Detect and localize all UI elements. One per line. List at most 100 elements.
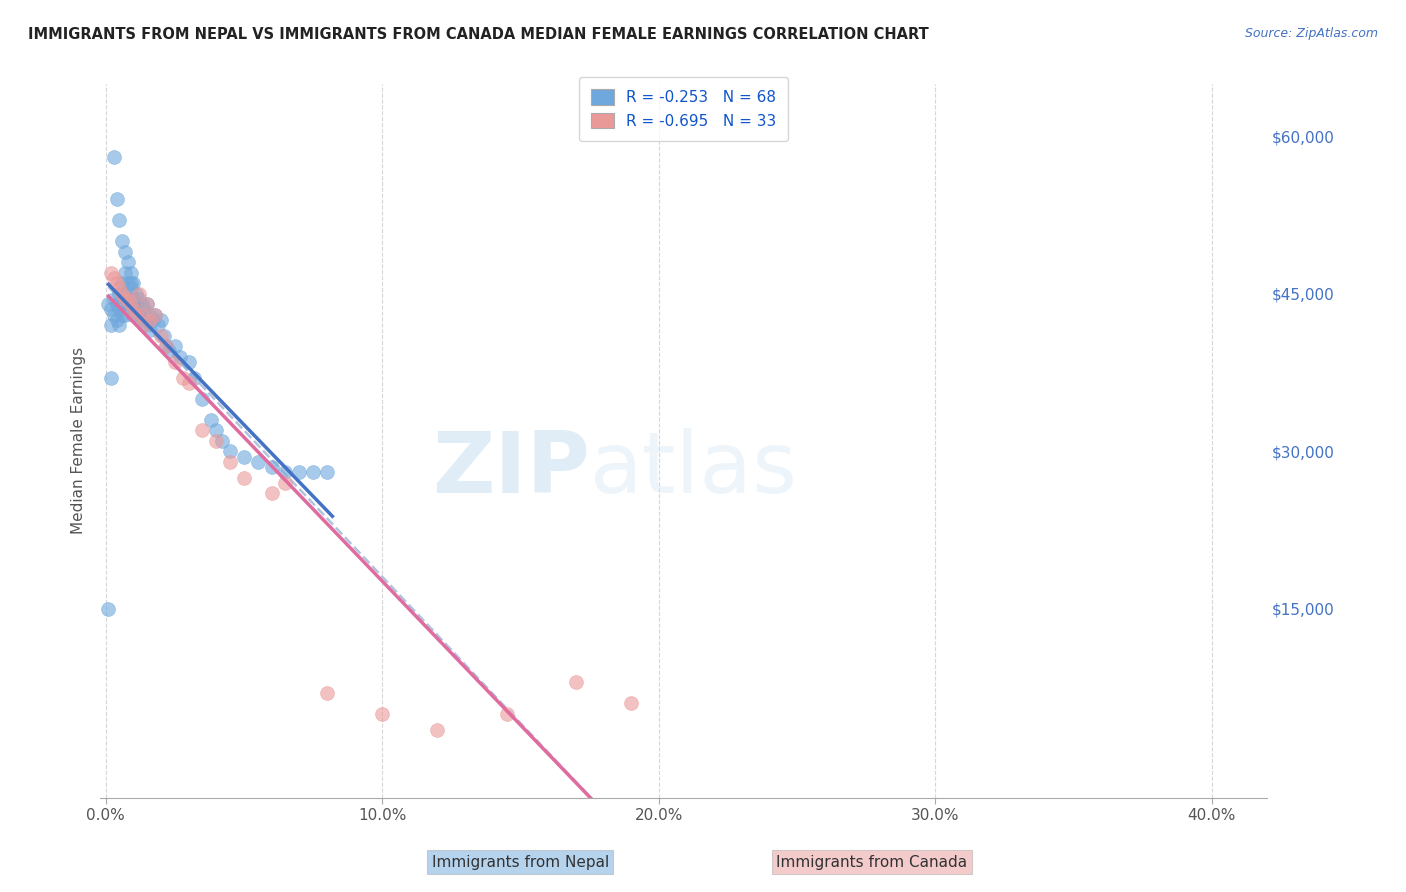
Point: [191, 392, 214, 406]
Point: [105, 313, 128, 327]
Point: [155, 339, 177, 353]
Point: [120, 297, 142, 311]
Point: [122, 308, 145, 322]
Point: [131, 308, 153, 322]
Point: [105, 297, 128, 311]
Point: [114, 266, 136, 280]
Point: [145, 308, 167, 322]
Point: [100, 318, 122, 333]
Point: [134, 302, 156, 317]
Point: [103, 292, 125, 306]
Point: [108, 318, 131, 333]
Point: [149, 313, 172, 327]
Point: [139, 308, 162, 322]
Point: [134, 318, 156, 333]
Point: [157, 344, 180, 359]
Point: [125, 308, 148, 322]
Point: [122, 292, 145, 306]
Point: [315, 466, 337, 480]
Point: [131, 313, 153, 327]
Point: [495, 706, 517, 721]
Point: [131, 297, 153, 311]
Point: [302, 466, 325, 480]
Point: [100, 302, 122, 317]
Point: [139, 323, 162, 337]
Text: Immigrants from Nepal: Immigrants from Nepal: [432, 855, 609, 870]
Point: [128, 308, 150, 322]
Point: [108, 213, 131, 227]
Point: [426, 723, 449, 737]
Point: [163, 339, 186, 353]
Point: [274, 466, 297, 480]
Point: [117, 297, 139, 311]
Point: [205, 423, 228, 437]
Point: [149, 328, 172, 343]
Point: [136, 313, 159, 327]
Y-axis label: Median Female Earnings: Median Female Earnings: [72, 347, 86, 534]
Point: [114, 308, 136, 322]
Point: [177, 355, 200, 369]
Point: [139, 313, 162, 327]
Point: [103, 150, 125, 164]
Point: [111, 276, 134, 290]
Point: [315, 686, 337, 700]
Point: [103, 271, 125, 285]
Point: [97, 297, 120, 311]
Point: [274, 475, 297, 490]
Point: [371, 706, 394, 721]
Point: [105, 192, 128, 206]
Point: [114, 244, 136, 259]
Point: [155, 339, 177, 353]
Text: ZIP: ZIP: [433, 428, 591, 511]
Point: [564, 675, 586, 690]
Point: [260, 486, 283, 500]
Point: [120, 266, 142, 280]
Point: [232, 470, 254, 484]
Point: [200, 413, 222, 427]
Point: [117, 276, 139, 290]
Point: [100, 370, 122, 384]
Point: [105, 276, 128, 290]
Point: [108, 302, 131, 317]
Point: [620, 697, 643, 711]
Point: [111, 297, 134, 311]
Point: [122, 276, 145, 290]
Point: [148, 318, 170, 333]
Point: [117, 255, 139, 269]
Point: [288, 466, 311, 480]
Point: [232, 450, 254, 464]
Point: [219, 455, 242, 469]
Point: [100, 266, 122, 280]
Point: [128, 292, 150, 306]
Point: [103, 308, 125, 322]
Point: [108, 286, 131, 301]
Point: [211, 434, 233, 448]
Text: Source: ZipAtlas.com: Source: ZipAtlas.com: [1244, 27, 1378, 40]
Point: [125, 286, 148, 301]
Text: IMMIGRANTS FROM NEPAL VS IMMIGRANTS FROM CANADA MEDIAN FEMALE EARNINGS CORRELATI: IMMIGRANTS FROM NEPAL VS IMMIGRANTS FROM…: [28, 27, 929, 42]
Point: [152, 328, 174, 343]
Point: [120, 276, 142, 290]
Point: [172, 370, 194, 384]
Point: [177, 376, 200, 390]
Point: [260, 460, 283, 475]
Point: [120, 281, 142, 295]
Point: [111, 286, 134, 301]
Legend: R = -0.253   N = 68, R = -0.695   N = 33: R = -0.253 N = 68, R = -0.695 N = 33: [579, 77, 789, 141]
Point: [97, 602, 120, 616]
Point: [125, 302, 148, 317]
Point: [111, 234, 134, 248]
Point: [169, 350, 191, 364]
Point: [134, 318, 156, 333]
Point: [136, 297, 159, 311]
Point: [219, 444, 242, 458]
Point: [114, 292, 136, 306]
Point: [142, 313, 165, 327]
Point: [163, 355, 186, 369]
Text: atlas: atlas: [591, 428, 799, 511]
Point: [114, 286, 136, 301]
Point: [246, 455, 269, 469]
Point: [117, 292, 139, 306]
Point: [205, 434, 228, 448]
Point: [120, 297, 142, 311]
